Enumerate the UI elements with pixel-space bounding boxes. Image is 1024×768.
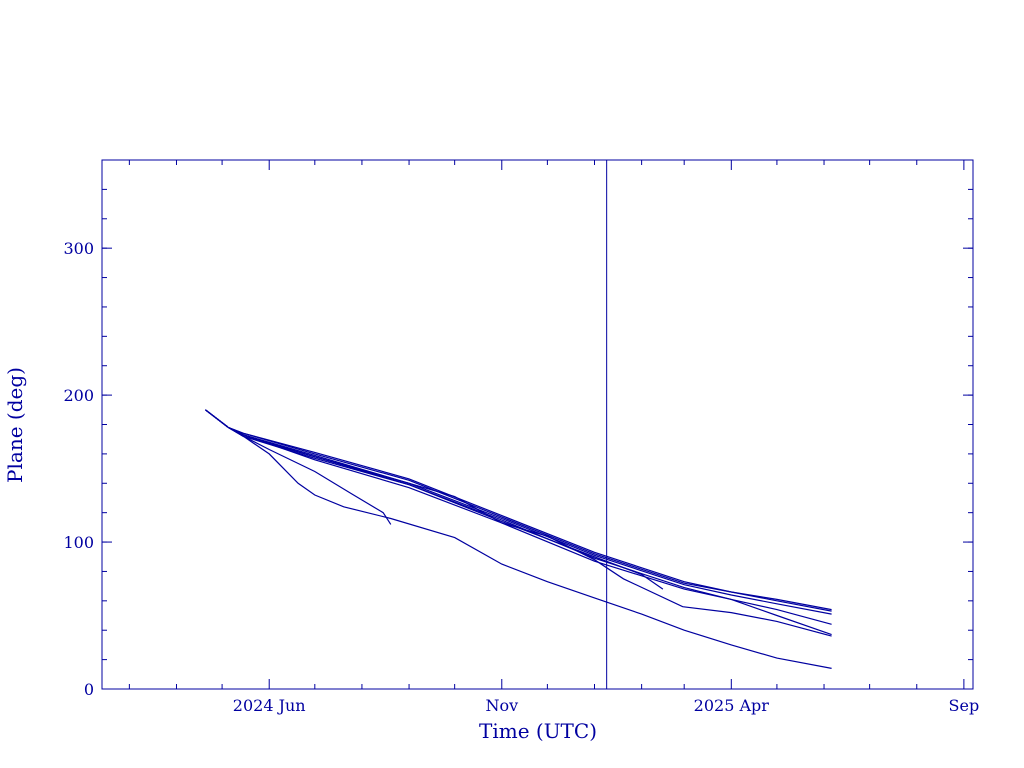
plot-frame	[101, 159, 974, 690]
y-tick-label: 0	[84, 680, 94, 699]
series-line-3	[205, 409, 832, 615]
y-tick-label: 200	[63, 386, 94, 405]
tick-labels: 2024 Jun Nov 2025 Apr Sep 0 100 200 300	[63, 239, 979, 715]
x-tick-label: 2024 Jun	[233, 696, 306, 715]
x-axis-title: Time (UTC)	[479, 719, 597, 743]
series-line-4	[205, 409, 832, 625]
series-line-2	[205, 409, 832, 612]
axis-ticks	[102, 159, 973, 690]
x-tick-label: Sep	[949, 696, 980, 715]
series-group	[205, 409, 832, 669]
x-tick-label: 2025 Apr	[694, 696, 770, 715]
y-tick-label: 100	[63, 533, 94, 552]
series-line-9	[205, 409, 832, 669]
series-line-1	[205, 409, 832, 611]
y-tick-label: 300	[63, 239, 94, 258]
series-line-7	[205, 409, 664, 590]
x-tick-label: Nov	[485, 696, 518, 715]
y-axis-title: Plane (deg)	[3, 367, 27, 483]
